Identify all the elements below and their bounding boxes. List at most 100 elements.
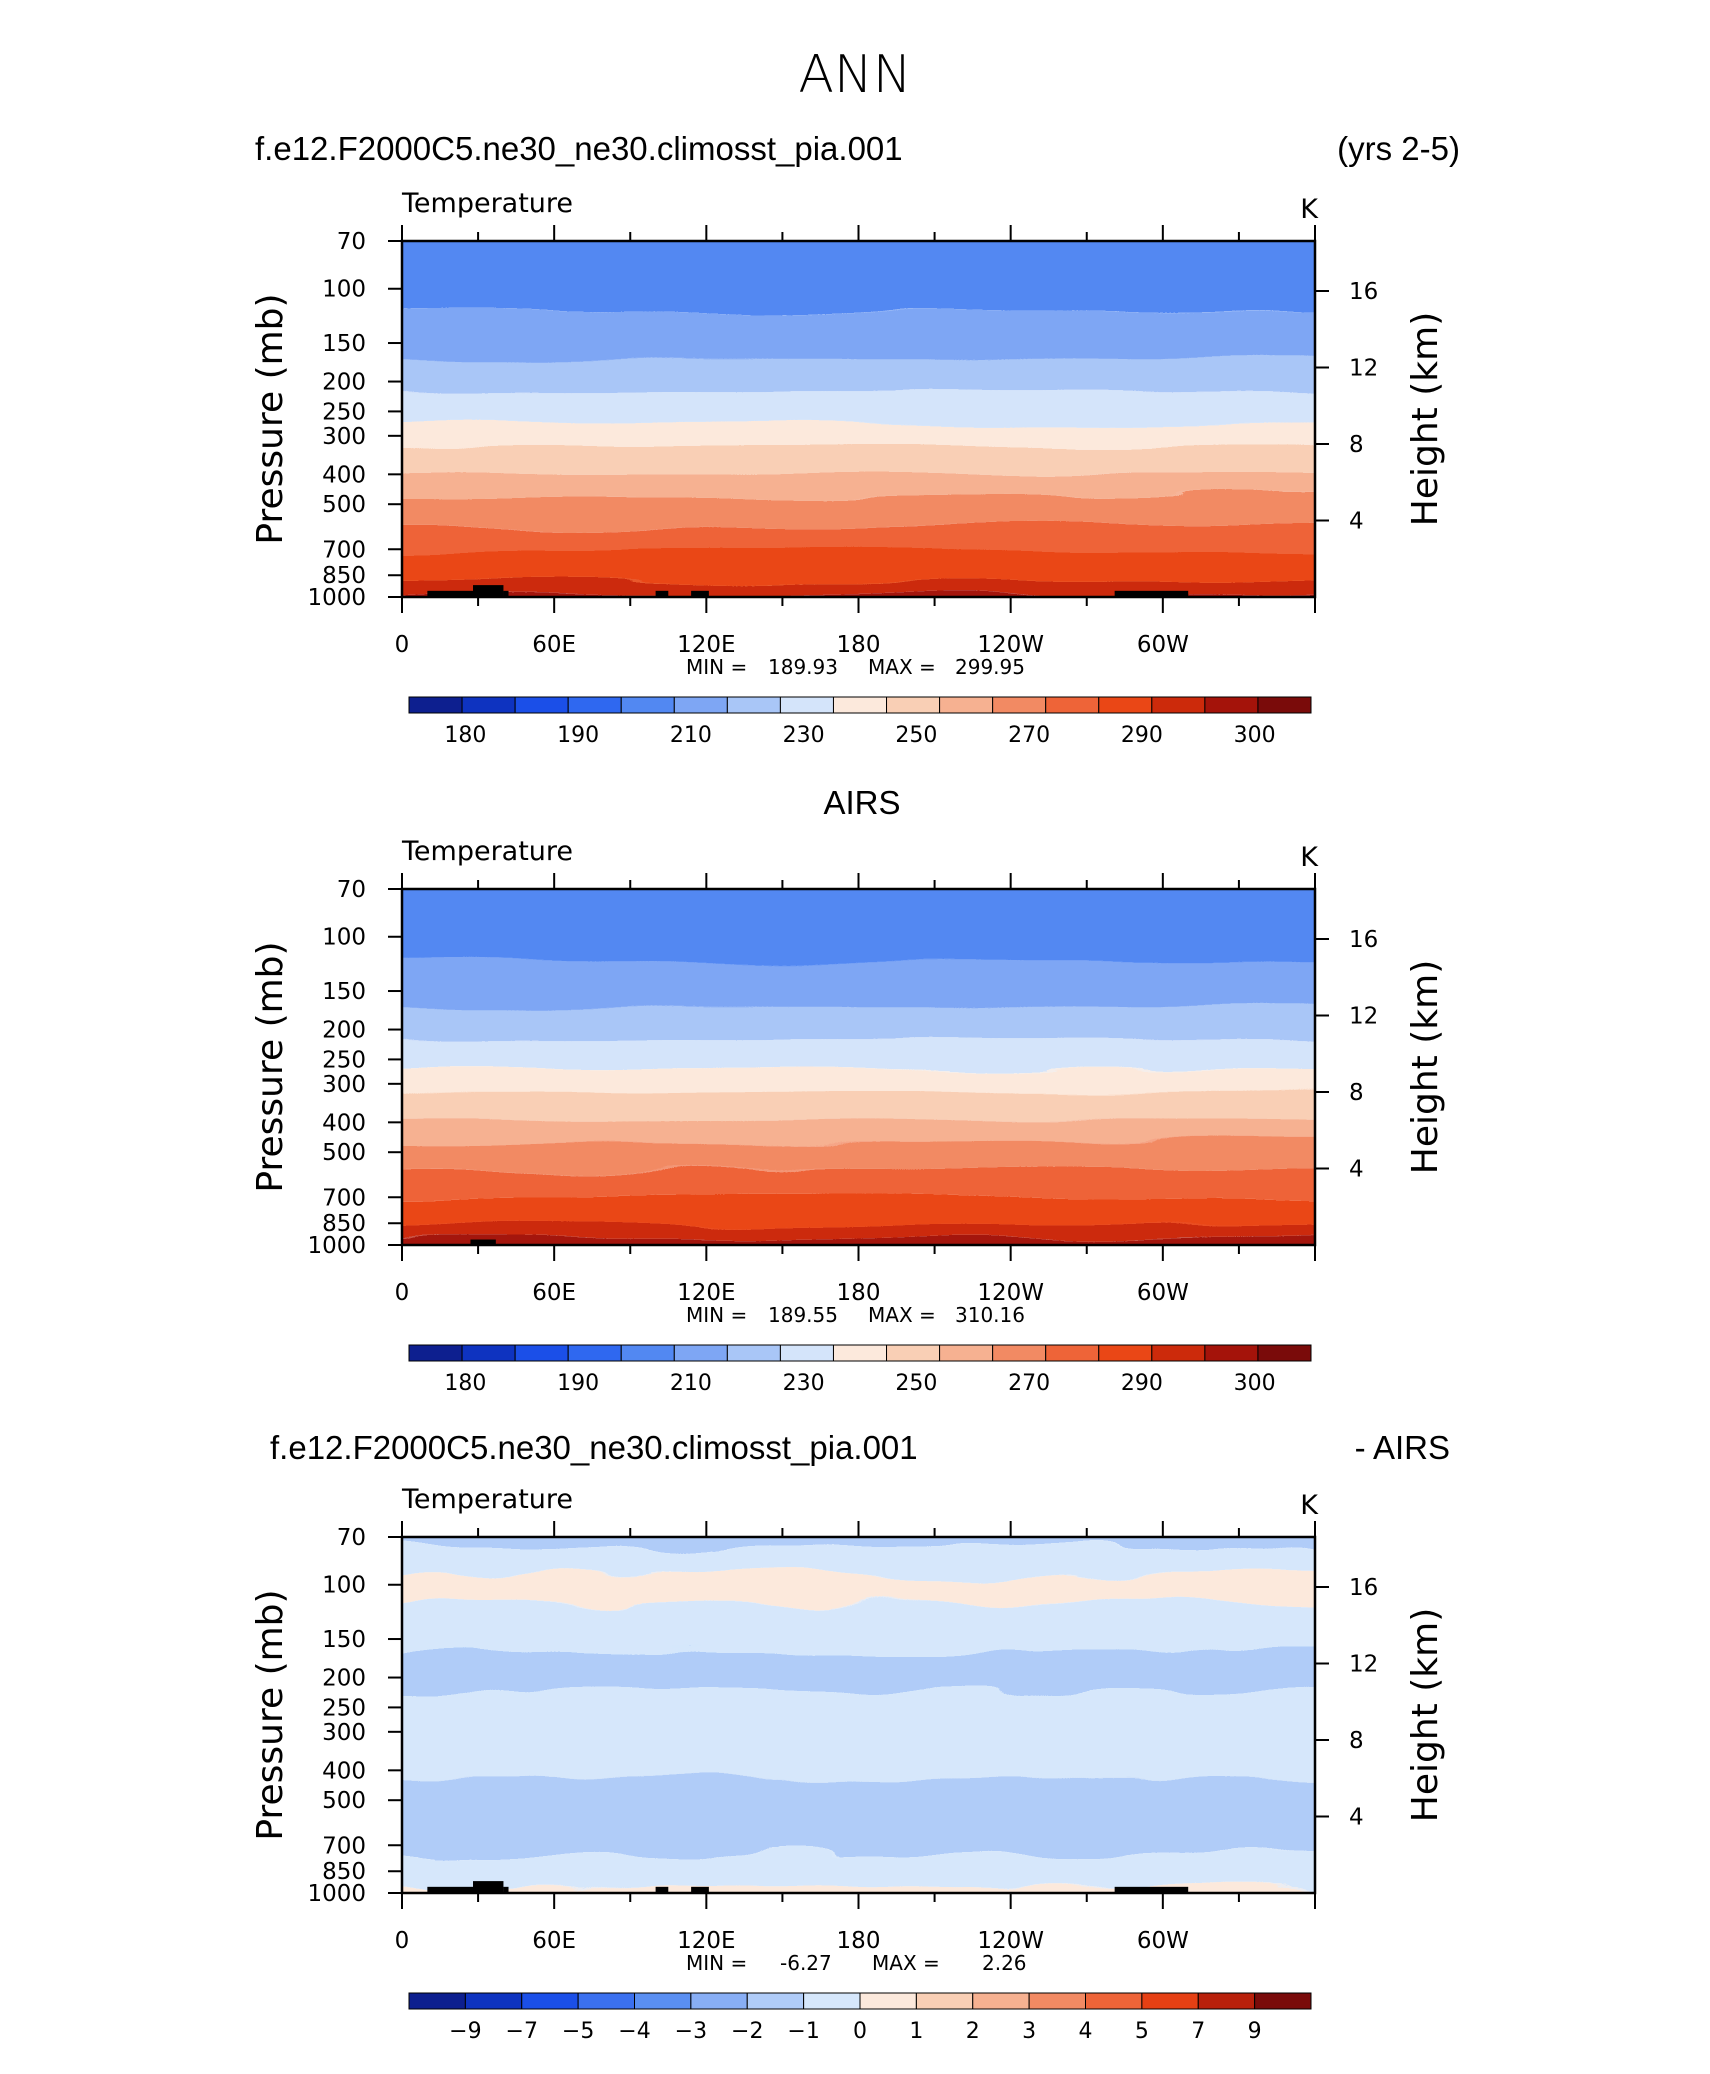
- colorbar-label: 270: [1008, 723, 1050, 748]
- contour-band: [402, 1006, 1315, 1041]
- pressure-tick-label: 850: [322, 563, 366, 589]
- colorbar-swatch: [726, 1344, 781, 1362]
- pressure-tick-label: 70: [337, 877, 366, 903]
- panel-3-plot-area: [400, 1535, 1317, 1895]
- height-tick-label: 16: [1349, 1575, 1378, 1601]
- pressure-tick-label: 300: [322, 424, 366, 450]
- pressure-tick-label: 70: [337, 229, 366, 255]
- contour-band: [402, 241, 1315, 313]
- contour-band: [402, 1603, 1315, 1651]
- pressure-tick-label: 700: [322, 1833, 366, 1859]
- land-mask: [655, 590, 669, 597]
- land-mask: [1114, 590, 1189, 597]
- contour-band: [402, 1224, 1315, 1239]
- colorbar-label: −2: [731, 2019, 763, 2044]
- colorbar-swatch: [939, 696, 994, 714]
- colorbar-label: 7: [1191, 2019, 1205, 2044]
- pressure-tick-label: 500: [322, 1140, 366, 1166]
- land-mask: [427, 590, 479, 597]
- contour-band: [402, 392, 1315, 424]
- height-tick-label: 16: [1349, 927, 1378, 953]
- panel-3-max-value: 2.26: [982, 1951, 1027, 1975]
- pressure-tick-label: 500: [322, 1788, 366, 1814]
- pressure-tick-label: 250: [322, 1695, 366, 1721]
- panel-3-max-label: MAX =: [872, 1951, 940, 1975]
- panel-3-right-title: - AIRS: [1355, 1429, 1450, 1466]
- colorbar-swatch: [1204, 1344, 1259, 1362]
- contour-band: [402, 1040, 1315, 1070]
- panel-1-variable-label: Temperature: [401, 188, 573, 219]
- colorbar-label: 270: [1008, 1371, 1050, 1396]
- contour-band: [402, 1543, 1315, 1575]
- colorbar-swatch: [746, 1992, 805, 2010]
- panel-2-longitude-axis: 0 60E 120E 180 120W 60W: [395, 873, 1316, 1306]
- colorbar-swatch: [514, 696, 569, 714]
- colorbar-label: 300: [1234, 723, 1276, 748]
- pressure-tick-label: 1000: [307, 585, 366, 611]
- longitude-tick-label: 180: [837, 1928, 881, 1954]
- panel-1-longitude-axis: 0 60E 120E 180 120W 60W: [395, 225, 1316, 658]
- contour-band: [402, 1142, 1315, 1170]
- land-mask: [473, 1881, 504, 1893]
- longitude-tick-label: 0: [395, 1280, 410, 1306]
- panel-3: f.e12.F2000C5.ne30_ne30.climosst_pia.001…: [250, 1429, 1450, 2044]
- height-tick-label: 12: [1349, 1004, 1378, 1030]
- colorbar-swatch: [1098, 696, 1153, 714]
- panel-1-left-title: f.e12.F2000C5.ne30_ne30.climosst_pia.001: [255, 130, 903, 167]
- colorbar-swatch: [1028, 1992, 1086, 2010]
- colorbar-swatch: [1257, 696, 1312, 714]
- colorbar-swatch: [464, 1992, 523, 2010]
- height-tick-label: 4: [1349, 1157, 1364, 1183]
- colorbar-swatch: [514, 1344, 569, 1362]
- longitude-tick-label: 60W: [1137, 1928, 1189, 1954]
- pressure-tick-label: 300: [322, 1720, 366, 1746]
- contour-band: [402, 889, 1315, 963]
- colorbar-swatch: [1254, 1992, 1312, 2010]
- colorbar-swatch: [832, 1344, 888, 1362]
- colorbar-swatch: [521, 1992, 579, 2010]
- colorbar-label: 3: [1022, 2019, 1036, 2044]
- pressure-tick-label: 850: [322, 1859, 366, 1885]
- colorbar-swatch: [992, 696, 1047, 714]
- colorbar-swatch: [461, 1344, 516, 1362]
- pressure-tick-label: 200: [322, 1666, 366, 1692]
- pressure-tick-label: 300: [322, 1072, 366, 1098]
- colorbar-swatch: [408, 1992, 466, 2010]
- contour-band: [402, 447, 1315, 473]
- panel-3-variable-label: Temperature: [401, 1484, 573, 1515]
- longitude-tick-label: 60W: [1137, 1280, 1189, 1306]
- panel-2-ylabel: Pressure (mb): [250, 941, 291, 1192]
- contour-band: [402, 312, 1315, 359]
- land-mask: [1114, 1886, 1189, 1893]
- colorbar-swatch: [634, 1992, 692, 2010]
- contour-band: [402, 1650, 1315, 1691]
- contour-band: [402, 423, 1315, 448]
- height-tick-label: 4: [1349, 1805, 1364, 1831]
- contour-band: [402, 472, 1315, 497]
- panel-1-min-label: MIN =: [686, 655, 747, 679]
- contour-band: [402, 1069, 1315, 1094]
- colorbar-swatch: [690, 1992, 748, 2010]
- contour-band: [402, 1574, 1315, 1604]
- colorbar-swatch: [567, 696, 622, 714]
- pressure-tick-label: 100: [322, 277, 366, 303]
- longitude-tick-label: 0: [395, 632, 410, 658]
- contour-band: [402, 1118, 1315, 1143]
- pressure-tick-label: 1000: [307, 1233, 366, 1259]
- panel-2-min-label: MIN =: [686, 1303, 747, 1327]
- height-tick-label: 4: [1349, 509, 1364, 535]
- longitude-tick-label: 60E: [532, 632, 576, 658]
- colorbar-swatch: [577, 1992, 635, 2010]
- colorbar-label: 210: [670, 723, 712, 748]
- panel-1-height-axis: 16 12 8 4: [1315, 279, 1378, 535]
- colorbar-swatch: [1204, 696, 1259, 714]
- contour-band: [402, 1169, 1315, 1199]
- colorbar-swatch: [620, 1344, 675, 1362]
- longitude-tick-label: 180: [837, 632, 881, 658]
- panel-1-right-title: (yrs 2-5): [1337, 130, 1460, 167]
- panel-1-plot-area: [400, 239, 1317, 599]
- panel-1: f.e12.F2000C5.ne30_ne30.climosst_pia.001…: [250, 130, 1460, 748]
- panel-3-min-label: MIN =: [686, 1951, 747, 1975]
- longitude-tick-label: 60W: [1137, 632, 1189, 658]
